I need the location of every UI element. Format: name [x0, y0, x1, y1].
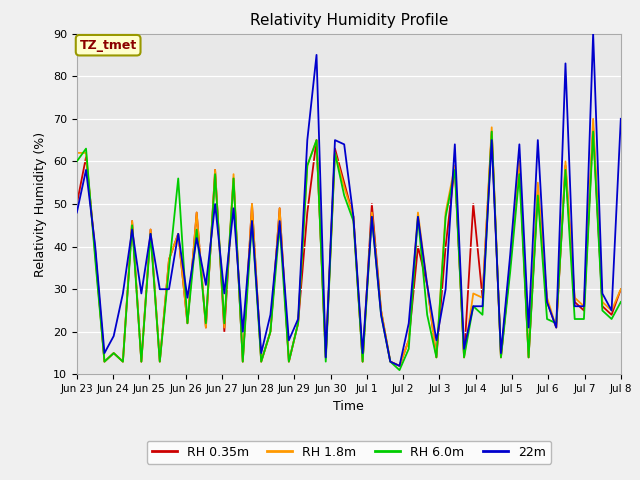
- Y-axis label: Relativity Humidity (%): Relativity Humidity (%): [35, 132, 47, 276]
- Title: Relativity Humidity Profile: Relativity Humidity Profile: [250, 13, 448, 28]
- X-axis label: Time: Time: [333, 400, 364, 413]
- Text: TZ_tmet: TZ_tmet: [79, 39, 137, 52]
- Legend: RH 0.35m, RH 1.8m, RH 6.0m, 22m: RH 0.35m, RH 1.8m, RH 6.0m, 22m: [147, 441, 551, 464]
